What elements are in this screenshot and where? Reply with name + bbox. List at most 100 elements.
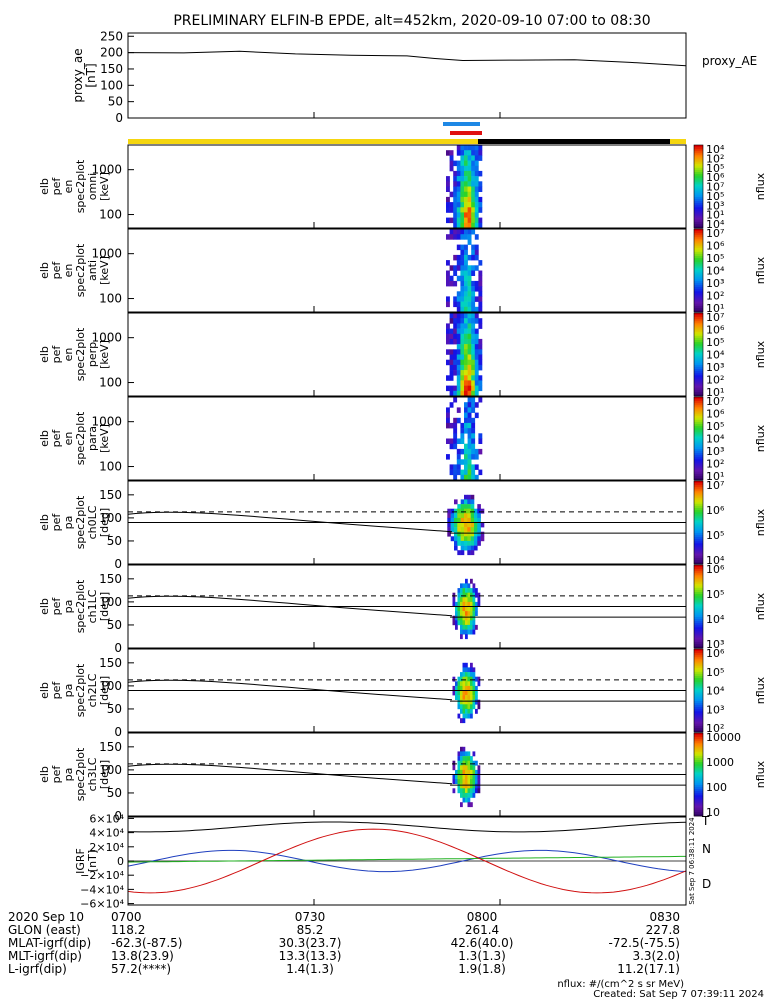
spectrogram-cell xyxy=(460,428,465,434)
colorbar-step xyxy=(694,707,703,710)
colorbar-step xyxy=(694,606,703,609)
igrf-T-curve xyxy=(127,821,687,833)
ylabel-line: pa xyxy=(62,768,75,782)
spectrogram-cell xyxy=(465,601,468,607)
colorbar-step xyxy=(694,633,703,636)
spectrogram-cell xyxy=(462,685,466,691)
spectrogram-cell xyxy=(477,508,481,514)
spectrogram-cell xyxy=(474,349,479,355)
footer-value: 30.3(23.7) xyxy=(279,936,342,950)
colorbar-step xyxy=(694,151,703,154)
spectrogram-cell xyxy=(471,150,476,156)
spectrogram-cell xyxy=(471,265,476,271)
spectrogram-cell xyxy=(477,536,481,542)
spectrogram-cell xyxy=(456,318,461,324)
y-tick-label: 0 xyxy=(114,641,122,655)
spectrogram-cell xyxy=(478,323,483,329)
spectrogram-cell xyxy=(460,592,463,598)
spectrogram-cell xyxy=(477,531,481,537)
spectrogram-cell xyxy=(447,527,451,532)
spectrogram-cell xyxy=(452,601,456,607)
y-tick-label: 50 xyxy=(108,95,123,109)
spectrogram-cell xyxy=(457,620,461,626)
spectrogram-cell xyxy=(460,306,465,313)
colorbar-step xyxy=(694,745,703,748)
colorbar-step xyxy=(694,344,703,347)
spectrogram-cell xyxy=(478,344,483,350)
y-tick-label: 100 xyxy=(99,292,122,306)
spectrogram-cell xyxy=(460,499,465,505)
spectrogram-cell xyxy=(467,181,472,187)
spectrogram-cell xyxy=(464,402,468,408)
spectrogram-cell xyxy=(449,280,454,287)
spectrogram-cell xyxy=(465,792,468,798)
spectrogram-cell xyxy=(478,469,483,476)
spectrogram-cell xyxy=(465,685,468,691)
ylabel-line: ch3LC xyxy=(86,757,99,791)
ylabel-line: spec2plot xyxy=(74,579,87,633)
igrf-legend-T: T xyxy=(701,814,710,828)
spectrogram-cell xyxy=(446,202,450,208)
spectrogram-cell xyxy=(480,536,485,542)
spectrogram-cell xyxy=(471,390,476,397)
spectrogram-cell xyxy=(464,459,468,465)
spectrogram-cell xyxy=(467,499,471,505)
spectrogram-cell xyxy=(457,760,461,766)
spectrogram-cell xyxy=(457,611,461,616)
colorbar-step xyxy=(694,299,703,303)
spectrogram-cell xyxy=(464,155,468,161)
colorbar-step xyxy=(694,686,703,689)
colorbar-step xyxy=(694,592,703,595)
igrf-legend-D: D xyxy=(702,877,711,891)
spectrogram-cell xyxy=(474,359,479,366)
spectrogram-cell xyxy=(453,417,458,424)
colorbar-step xyxy=(694,350,703,353)
spectrogram-cell xyxy=(471,422,476,429)
colorbar-step xyxy=(694,313,703,316)
colorbar-step xyxy=(694,489,703,492)
spectrogram-cell xyxy=(467,788,471,794)
y-tick-label: 50 xyxy=(107,618,122,632)
colorbar-tick-label: 10¹ xyxy=(706,386,724,399)
spectrogram-cell xyxy=(467,344,472,350)
y-tick-label: 50 xyxy=(107,702,122,716)
spectrogram-cell xyxy=(454,531,458,537)
colorbar-step xyxy=(694,737,703,740)
colorbar-step xyxy=(694,264,703,267)
spectrogram-cell xyxy=(460,531,465,537)
colorbar-step xyxy=(694,305,703,309)
spectrogram-cell xyxy=(470,681,473,687)
colorbar-step xyxy=(694,157,703,160)
spectrogram-cell xyxy=(464,296,468,302)
spectrogram-cell xyxy=(455,624,458,630)
spectrogram-cell xyxy=(460,783,463,789)
spectrogram-cell xyxy=(446,338,450,345)
spectrogram-cell xyxy=(446,323,450,329)
spectrogram-cell xyxy=(467,756,471,761)
spectrogram-cell xyxy=(465,597,468,603)
spectrogram-cell xyxy=(478,217,483,224)
pa-curve xyxy=(127,763,453,785)
spectrogram-cell xyxy=(462,624,466,630)
colorbar-step xyxy=(694,629,703,632)
colorbar-step xyxy=(694,757,703,761)
colorbar-label: nflux xyxy=(754,592,767,620)
ylabel-line: [keV] xyxy=(98,424,111,453)
spectrogram-cell xyxy=(464,202,468,208)
colorbar-step xyxy=(694,331,703,335)
spectrogram-cell xyxy=(467,186,472,192)
spectrogram-cell xyxy=(456,160,461,167)
spectrogram-cell xyxy=(449,155,454,161)
spectrogram-cell xyxy=(467,375,472,381)
spectrogram-cell xyxy=(460,708,463,714)
colorbar-tick-label: 10⁷ xyxy=(706,181,724,194)
ylabel-line: omni xyxy=(86,173,99,200)
spectrogram-cell xyxy=(446,207,450,213)
spectrogram-cell xyxy=(460,333,465,340)
spectrogram-cell xyxy=(464,375,468,381)
spectrogram-cell xyxy=(447,517,451,523)
colorbar-step xyxy=(694,733,703,736)
spectrogram-cell xyxy=(453,338,458,345)
colorbar-step xyxy=(694,545,703,548)
spectrogram-cell xyxy=(478,181,483,187)
